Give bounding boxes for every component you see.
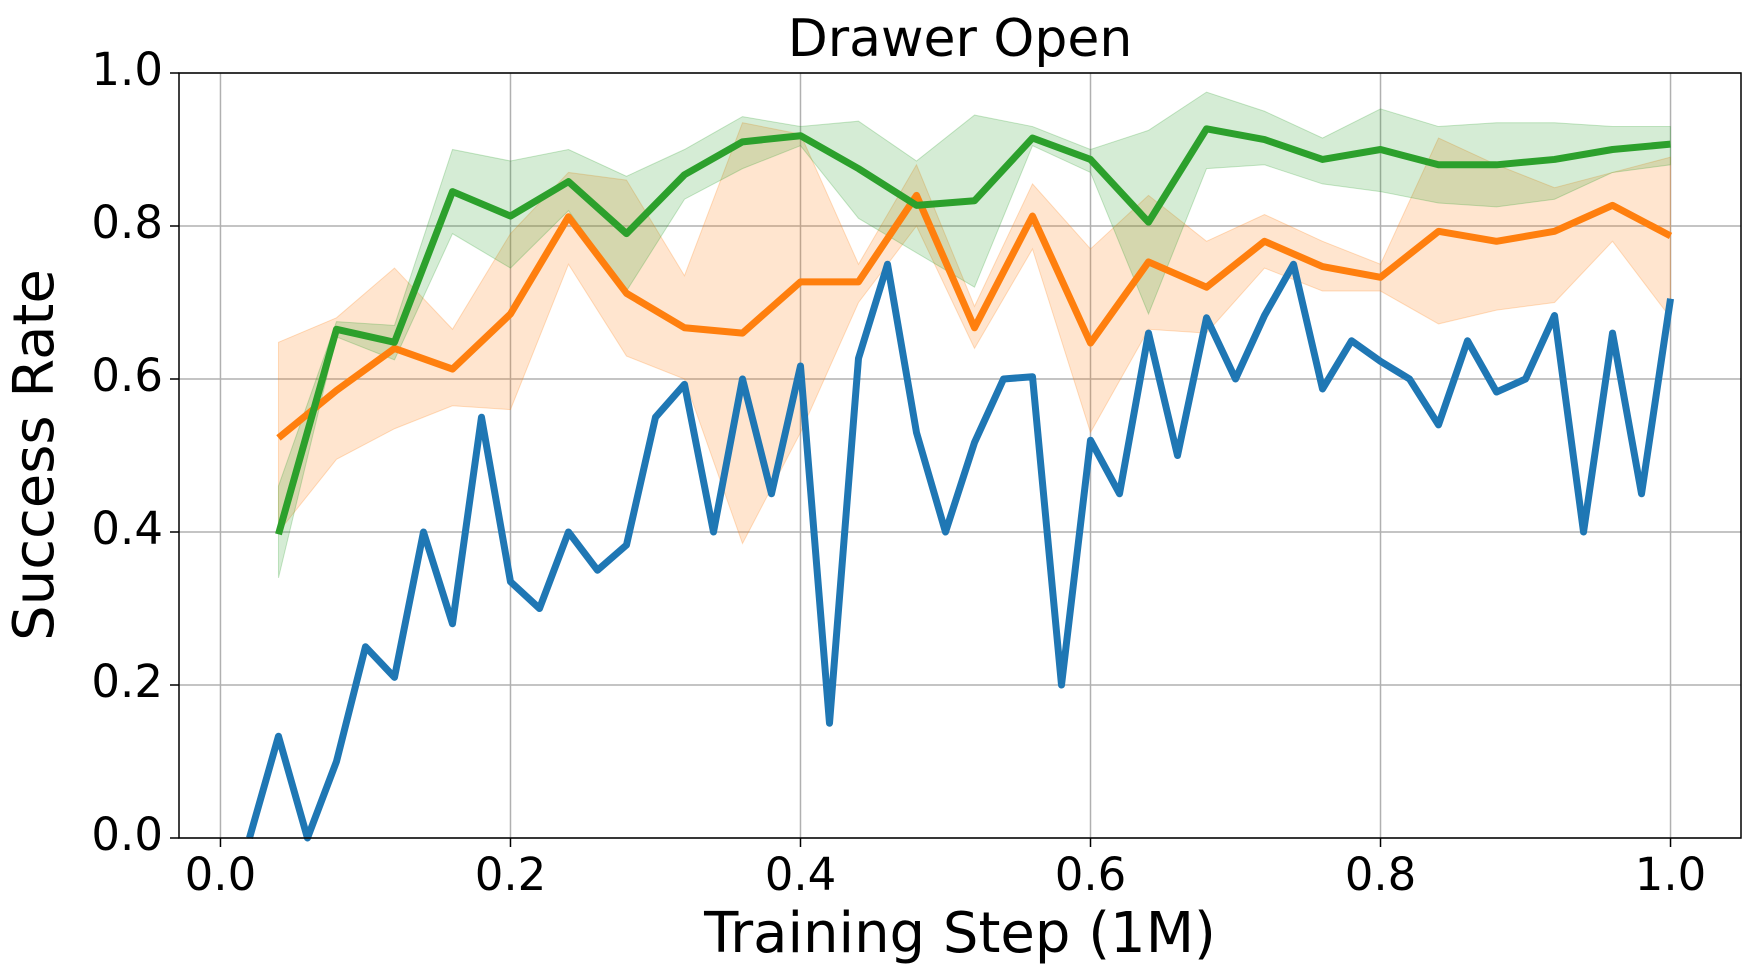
x-axis-label: Training Step (1M) <box>703 901 1216 966</box>
y-tick-label: 0.8 <box>91 196 163 249</box>
x-tick-label: 0.6 <box>1055 848 1127 901</box>
x-tick-label: 0.4 <box>765 848 837 901</box>
plot-frame <box>178 72 1742 839</box>
x-tick-label: 0.0 <box>185 848 257 901</box>
series-line <box>275 125 1671 536</box>
y-axis-label: Success Rate <box>2 269 67 641</box>
y-tick-label: 0.4 <box>91 502 163 555</box>
x-tick-label: 0.2 <box>475 848 547 901</box>
series-line <box>246 260 1674 842</box>
x-tick-label: 0.8 <box>1345 848 1417 901</box>
series-line <box>276 191 1673 441</box>
y-tick-label: 1.0 <box>91 43 163 96</box>
error-band <box>277 91 1672 579</box>
y-tick-label: 0.6 <box>91 349 163 402</box>
chart-title: Drawer Open <box>788 9 1133 69</box>
y-tick-label: 0.0 <box>91 808 163 861</box>
y-tick-label: 0.2 <box>91 655 163 708</box>
x-tick-label: 1.0 <box>1635 848 1707 901</box>
